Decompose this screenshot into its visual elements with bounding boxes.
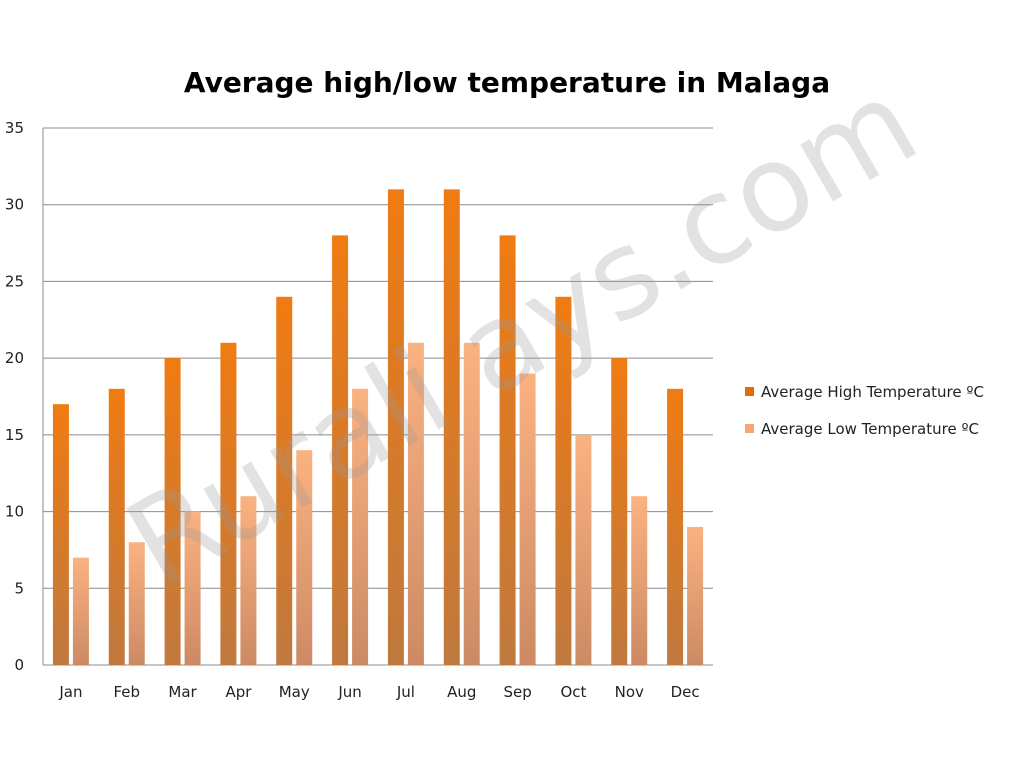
bar-low — [463, 342, 480, 665]
legend-swatch — [745, 424, 754, 433]
x-tick-label: Jan — [58, 683, 82, 701]
bar-low — [128, 542, 145, 665]
bar-low — [687, 526, 704, 665]
x-tick-label: Oct — [560, 683, 586, 701]
bar-high — [52, 404, 69, 665]
bar-low — [184, 511, 201, 665]
bar-high — [387, 189, 404, 665]
x-tick-labels: Jan Feb Mar Apr May Jun Jul Aug Sep Oct Nov Dec — [58, 683, 699, 701]
gridlines — [43, 127, 713, 589]
y-tick-labels: 0 5 10 15 20 25 30 35 — [5, 119, 24, 674]
bars — [52, 189, 704, 665]
x-tick-label: Nov — [615, 683, 644, 701]
x-tick-label: Mar — [168, 683, 197, 701]
bar-low — [575, 434, 592, 665]
x-tick-label: Jul — [396, 683, 415, 701]
bar-low — [519, 373, 536, 665]
bar-low — [240, 496, 257, 665]
y-tick-label: 5 — [14, 579, 24, 597]
bar-high — [443, 189, 460, 665]
bar-low — [352, 388, 369, 665]
bar-high — [499, 235, 516, 665]
y-tick-label: 30 — [5, 196, 24, 214]
x-tick-label: Apr — [225, 683, 252, 701]
y-tick-label: 15 — [5, 426, 24, 444]
bar-high — [667, 388, 684, 665]
x-tick-label: Jun — [337, 683, 361, 701]
chart-title: Average high/low temperature in Malaga — [184, 66, 830, 99]
bar-high — [220, 342, 237, 665]
legend-label: Average Low Temperature ºC — [761, 420, 979, 438]
bar-high — [108, 388, 125, 665]
y-tick-label: 20 — [5, 349, 24, 367]
x-tick-label: Aug — [447, 683, 476, 701]
bar-high — [276, 296, 293, 665]
legend-swatch — [745, 387, 754, 396]
y-tick-label: 10 — [5, 503, 24, 521]
x-tick-label: Dec — [671, 683, 700, 701]
bar-high — [164, 358, 181, 665]
legend: Average High Temperature ºC Average Low T… — [745, 383, 984, 438]
axes — [42, 128, 713, 666]
x-tick-label: Feb — [113, 683, 140, 701]
y-tick-label: 35 — [5, 119, 24, 137]
y-tick-label: 0 — [14, 656, 24, 674]
x-tick-label: May — [279, 683, 310, 701]
y-tick-label: 25 — [5, 272, 24, 290]
x-tick-label: Sep — [503, 683, 531, 701]
legend-label: Average High Temperature ºC — [761, 383, 984, 401]
bar-low — [72, 557, 89, 665]
bar-high — [332, 235, 349, 665]
bar-high — [555, 296, 572, 665]
bar-high — [611, 358, 628, 665]
bar-low — [296, 450, 313, 665]
bar-low — [631, 496, 648, 665]
bar-low — [407, 342, 424, 665]
